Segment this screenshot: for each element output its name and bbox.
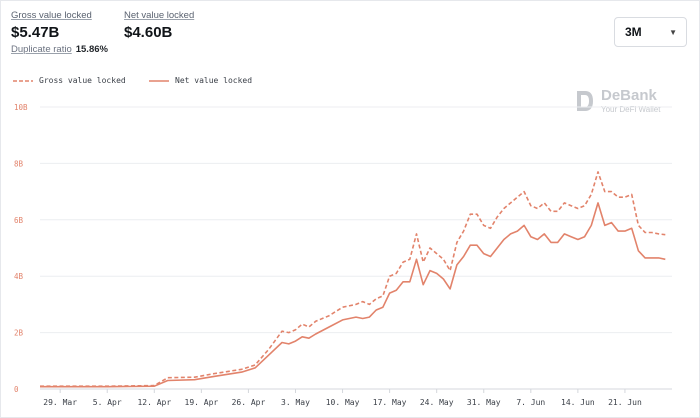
series-line-net[interactable] bbox=[40, 202, 666, 388]
range-select-value: 3M bbox=[625, 25, 642, 39]
duplicate-ratio: Duplicate ratio 15.86% bbox=[11, 44, 108, 55]
chevron-down-icon: ▼ bbox=[669, 27, 677, 37]
x-tick-label: 24. May bbox=[420, 398, 454, 407]
net-value-amount: $4.60B bbox=[124, 24, 173, 41]
x-axis: 29. Mar 5. Apr 12. Apr 19. Apr 26. Apr 3. May… bbox=[43, 389, 642, 407]
x-tick-label: 5. Apr bbox=[93, 398, 122, 407]
y-tick-label: 10B bbox=[14, 103, 28, 112]
brand-tagline: Your DeFi Wallet bbox=[601, 105, 661, 114]
duplicate-ratio-value: 15.86% bbox=[75, 44, 108, 55]
x-tick-label: 14. Jun bbox=[561, 398, 595, 407]
x-tick-label: 21. Jun bbox=[608, 398, 642, 407]
gross-value-label[interactable]: Gross value locked bbox=[11, 10, 92, 21]
legend-item-gross[interactable]: Gross value locked bbox=[13, 76, 126, 85]
x-tick-label: 7. Jun bbox=[516, 398, 545, 407]
dashed-line-swatch bbox=[13, 79, 33, 82]
net-value-stat: Net value locked $4.60B bbox=[124, 10, 194, 41]
gross-value-amount: $5.47B bbox=[11, 24, 60, 41]
legend-item-net[interactable]: Net value locked bbox=[149, 76, 252, 85]
y-tick-label: 8B bbox=[14, 159, 24, 168]
series-lines bbox=[40, 171, 666, 388]
x-tick-label: 10. May bbox=[326, 398, 360, 407]
chart-grid bbox=[40, 106, 672, 390]
range-select[interactable]: 3M ▼ bbox=[614, 17, 687, 47]
x-tick-label: 29. Mar bbox=[43, 398, 77, 407]
x-tick-label: 19. Apr bbox=[185, 398, 219, 407]
y-tick-label: 0 bbox=[14, 385, 19, 394]
solid-line-swatch bbox=[149, 79, 169, 82]
x-tick-label: 3. May bbox=[281, 398, 310, 407]
x-tick-label: 31. May bbox=[467, 398, 501, 407]
x-tick-label: 26. Apr bbox=[232, 398, 266, 407]
y-tick-label: 2B bbox=[14, 329, 24, 338]
gross-value-stat: Gross value locked $5.47B bbox=[11, 10, 92, 41]
x-tick-label: 12. Apr bbox=[137, 398, 171, 407]
x-tick-label: 17. May bbox=[373, 398, 407, 407]
net-value-label[interactable]: Net value locked bbox=[124, 10, 195, 21]
series-line-gross[interactable] bbox=[40, 171, 666, 387]
legend-label-net: Net value locked bbox=[175, 76, 253, 85]
brand-name: DeBank bbox=[601, 87, 657, 104]
y-tick-label: 6B bbox=[14, 216, 24, 225]
y-tick-label: 4B bbox=[14, 272, 24, 281]
debank-watermark: DeBank Your DeFi Wallet bbox=[575, 88, 660, 114]
duplicate-ratio-label[interactable]: Duplicate ratio bbox=[11, 44, 72, 55]
debank-logo-icon bbox=[577, 91, 593, 111]
y-axis: 0 2B 4B 6B 8B 10B bbox=[14, 103, 28, 394]
legend-label-gross: Gross value locked bbox=[39, 76, 126, 85]
